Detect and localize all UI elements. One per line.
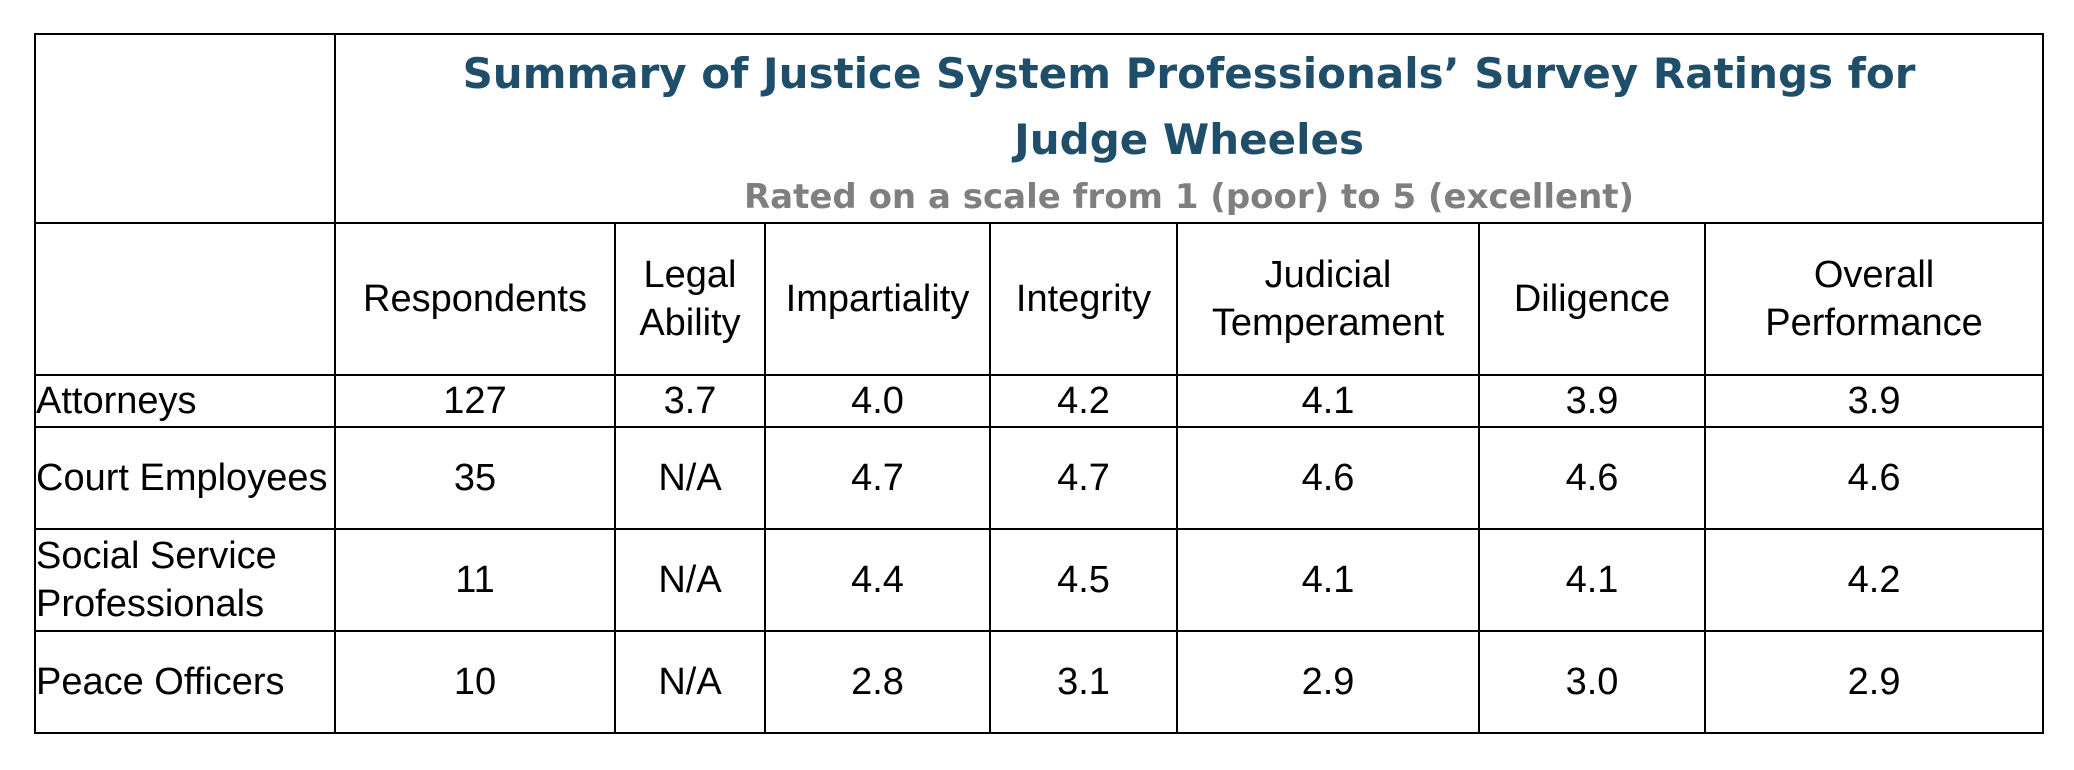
table-cell: 11: [334, 528, 616, 632]
table-cell: 4.7: [764, 426, 991, 530]
table-cell: 4.6: [1703, 426, 2045, 530]
table-cell: 4.6: [1478, 426, 1706, 530]
column-header-row: Respondents Legal Ability Impartiality I…: [34, 222, 2045, 376]
table-cell: N/A: [614, 426, 766, 530]
table-cell: 4.1: [1176, 374, 1480, 428]
table-cell: 4.1: [1478, 528, 1706, 632]
header-diligence: Diligence: [1478, 222, 1706, 376]
table-row-attorneys: Attorneys 127 3.7 4.0 4.2 4.1 3.9 3.9: [34, 374, 2045, 428]
table-cell: 4.2: [1703, 528, 2045, 632]
table-cell: 4.0: [764, 374, 991, 428]
survey-ratings-table: Summary of Justice System Professionals’…: [34, 33, 2045, 734]
table-cell: N/A: [614, 528, 766, 632]
table-cell: 3.9: [1703, 374, 2045, 428]
table-cell: 2.8: [764, 630, 991, 734]
row-label: Court Employees: [34, 426, 336, 530]
header-judicial-temperament: Judicial Temperament: [1176, 222, 1480, 376]
header-respondents: Respondents: [334, 222, 616, 376]
table-cell: N/A: [614, 630, 766, 734]
title-row: Summary of Justice System Professionals’…: [34, 33, 2045, 224]
table-cell: 2.9: [1176, 630, 1480, 734]
row-label: Attorneys: [34, 374, 336, 428]
table-cell: 3.7: [614, 374, 766, 428]
table-cell: 3.9: [1478, 374, 1706, 428]
table-row-peace-officers: Peace Officers 10 N/A 2.8 3.1 2.9 3.0 2.…: [34, 630, 2045, 734]
table-cell: 2.9: [1703, 630, 2045, 734]
table-cell: 4.1: [1176, 528, 1480, 632]
table-cell: 127: [334, 374, 616, 428]
row-label: Social Service Professionals: [34, 528, 336, 632]
header-overall-performance: Overall Performance: [1703, 222, 2045, 376]
corner-cell-top: [34, 33, 336, 224]
corner-cell-header: [34, 222, 336, 376]
header-impartiality: Impartiality: [764, 222, 991, 376]
table-row-social-service-professionals: Social Service Professionals 11 N/A 4.4 …: [34, 528, 2045, 632]
table-cell: 3.0: [1478, 630, 1706, 734]
row-label: Peace Officers: [34, 630, 336, 734]
table-cell: 4.2: [989, 374, 1178, 428]
header-integrity: Integrity: [989, 222, 1178, 376]
table-cell: 4.6: [1176, 426, 1480, 530]
table-cell: 10: [334, 630, 616, 734]
table-subtitle: Rated on a scale from 1 (poor) to 5 (exc…: [743, 176, 1635, 217]
table-cell: 35: [334, 426, 616, 530]
table-title: Summary of Justice System Professionals’…: [462, 48, 1916, 164]
header-legal-ability: Legal Ability: [614, 222, 766, 376]
table-row-court-employees: Court Employees 35 N/A 4.7 4.7 4.6 4.6 4…: [34, 426, 2045, 530]
table-cell: 4.5: [989, 528, 1178, 632]
title-cell: Summary of Justice System Professionals’…: [333, 33, 2045, 224]
table-cell: 3.1: [989, 630, 1178, 734]
table-cell: 4.4: [764, 528, 991, 632]
table-cell: 4.7: [989, 426, 1178, 530]
